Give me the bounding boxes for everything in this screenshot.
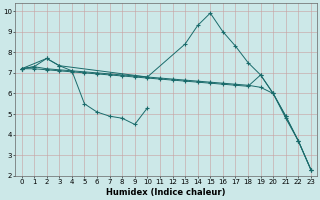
- X-axis label: Humidex (Indice chaleur): Humidex (Indice chaleur): [107, 188, 226, 197]
